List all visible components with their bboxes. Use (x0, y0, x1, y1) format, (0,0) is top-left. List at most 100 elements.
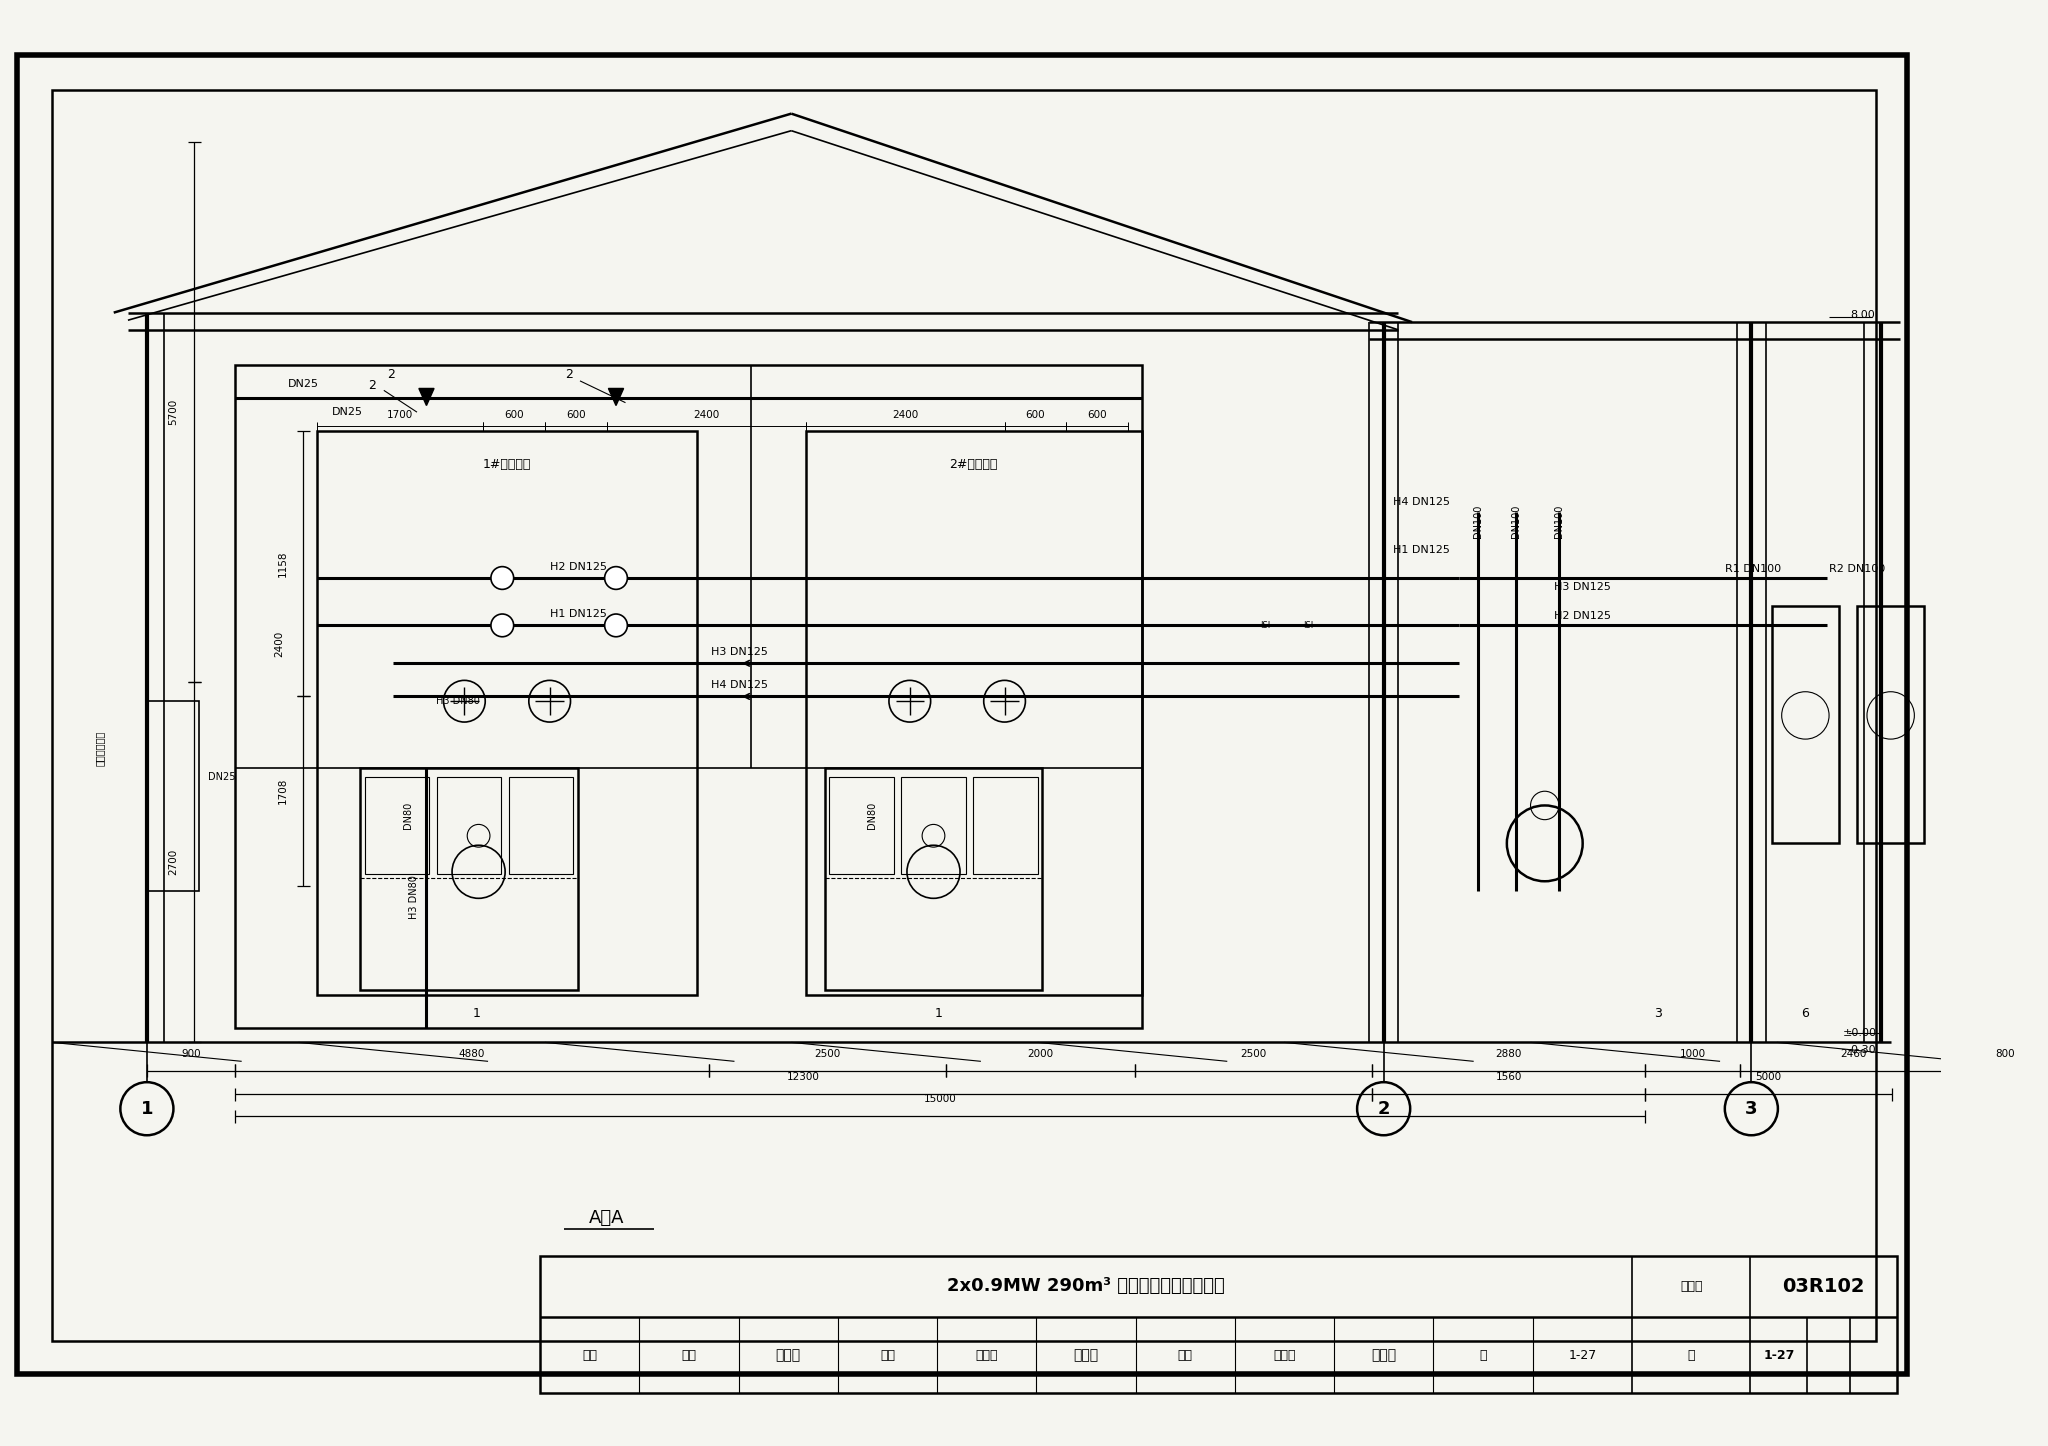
Text: H4 DN125: H4 DN125 (711, 680, 768, 690)
Bar (973, 777, 1038, 873)
Text: 600: 600 (565, 411, 586, 419)
Text: 5700: 5700 (168, 399, 178, 425)
Text: R2 DN100: R2 DN100 (1829, 564, 1886, 574)
Text: 2000: 2000 (1028, 1048, 1053, 1058)
Text: DN100: DN100 (1511, 505, 1522, 538)
Text: 2: 2 (1378, 1100, 1391, 1118)
Bar (825, 768, 1042, 991)
Text: DN25: DN25 (332, 408, 362, 416)
Text: ISI: ISI (1303, 620, 1313, 630)
Text: 2x0.9MW 290m³ 蓄热式电锅炉房剔面图: 2x0.9MW 290m³ 蓄热式电锅炉房剔面图 (946, 1277, 1225, 1296)
Text: 2400: 2400 (274, 632, 285, 658)
Bar (360, 768, 578, 991)
Text: DN25: DN25 (209, 772, 236, 782)
Text: DN100: DN100 (1473, 505, 1483, 538)
Text: H3 DN80: H3 DN80 (436, 696, 479, 706)
Text: H3 DN80: H3 DN80 (410, 875, 420, 920)
Text: 600: 600 (1026, 411, 1044, 419)
Circle shape (492, 615, 514, 636)
Text: 宋和钞: 宋和钞 (776, 1348, 801, 1362)
Text: 1#蓄热水算: 1#蓄热水算 (483, 458, 530, 471)
Text: 2500: 2500 (815, 1048, 840, 1058)
Text: 5000: 5000 (1755, 1073, 1782, 1083)
Text: H1 DN125: H1 DN125 (549, 609, 606, 619)
Bar (541, 1255, 1896, 1392)
Text: 1560: 1560 (1495, 1073, 1522, 1083)
Bar (365, 777, 430, 873)
Text: 赵山山: 赵山山 (1372, 1348, 1397, 1362)
Text: H2 DN125: H2 DN125 (549, 561, 606, 571)
Polygon shape (608, 389, 623, 405)
Text: H1 DN125: H1 DN125 (1393, 545, 1450, 555)
Text: 12300: 12300 (786, 1073, 819, 1083)
Polygon shape (420, 389, 434, 405)
Circle shape (604, 615, 627, 636)
Text: -0.30: -0.30 (1847, 1045, 1876, 1056)
Bar (317, 431, 696, 995)
Text: 1-27: 1-27 (1763, 1349, 1794, 1362)
Text: DN80: DN80 (403, 801, 412, 829)
Bar (1858, 606, 1923, 843)
Text: 2700: 2700 (168, 849, 178, 875)
Text: 1700: 1700 (387, 411, 414, 419)
Text: 2: 2 (565, 367, 573, 380)
Text: 2400: 2400 (692, 411, 719, 419)
Text: 1-27: 1-27 (1569, 1349, 1597, 1362)
Text: 2460: 2460 (1841, 1048, 1868, 1058)
Text: R1 DN100: R1 DN100 (1724, 564, 1782, 574)
Text: 4880: 4880 (459, 1048, 485, 1058)
Text: H2 DN125: H2 DN125 (1554, 610, 1612, 620)
Text: 校对: 校对 (881, 1349, 895, 1362)
Text: 图集号: 图集号 (1679, 1280, 1702, 1293)
Text: 2880: 2880 (1495, 1048, 1522, 1058)
Text: 1708: 1708 (276, 778, 287, 804)
Text: 8.00: 8.00 (1849, 309, 1874, 320)
Text: 2500: 2500 (1241, 1048, 1268, 1058)
Bar (829, 777, 893, 873)
Text: 审核: 审核 (582, 1349, 598, 1362)
Text: H4 DN125: H4 DN125 (1393, 497, 1450, 508)
Text: 页: 页 (1688, 1349, 1696, 1362)
Text: 03R102: 03R102 (1782, 1277, 1866, 1296)
Text: 2: 2 (369, 379, 377, 392)
Text: 郭扬: 郭扬 (682, 1349, 696, 1362)
Circle shape (492, 567, 514, 590)
Text: 2#蓄热水算: 2#蓄热水算 (948, 458, 997, 471)
Text: 徐素荐: 徐素荐 (1073, 1348, 1098, 1362)
Text: H3 DN125: H3 DN125 (711, 646, 768, 656)
Text: DN80: DN80 (866, 801, 877, 829)
Text: 挪锅炉房给水: 挪锅炉房给水 (94, 732, 104, 766)
Text: 600: 600 (1087, 411, 1106, 419)
Text: 页: 页 (1479, 1349, 1487, 1362)
Text: DN25: DN25 (289, 379, 319, 389)
Text: 900: 900 (180, 1048, 201, 1058)
Bar (901, 777, 967, 873)
Text: 郭小珍: 郭小珍 (1274, 1349, 1296, 1362)
Text: H3 DN125: H3 DN125 (1554, 583, 1612, 593)
Text: 1: 1 (473, 1008, 481, 1021)
Text: 1: 1 (141, 1100, 154, 1118)
Bar (1772, 606, 1839, 843)
Text: 1000: 1000 (1679, 1048, 1706, 1058)
Bar (805, 431, 1143, 995)
Text: 600: 600 (504, 411, 524, 419)
Text: 1: 1 (934, 1008, 942, 1021)
Text: ISI: ISI (1260, 620, 1270, 630)
Bar (147, 701, 199, 891)
Circle shape (604, 567, 627, 590)
Text: 2400: 2400 (893, 411, 918, 419)
Text: 6: 6 (1802, 1008, 1808, 1021)
Text: 设计: 设计 (1178, 1349, 1192, 1362)
Text: 3: 3 (1655, 1008, 1663, 1021)
Bar (436, 777, 502, 873)
Bar (508, 777, 573, 873)
Text: 1158: 1158 (276, 551, 287, 577)
Text: DN100: DN100 (1554, 505, 1565, 538)
Text: 朱素荣: 朱素荣 (975, 1349, 997, 1362)
Text: ±0.00: ±0.00 (1843, 1028, 1876, 1038)
Text: 3: 3 (1745, 1100, 1757, 1118)
Text: A－A: A－A (588, 1209, 625, 1226)
Text: 2: 2 (387, 367, 395, 380)
Text: 800: 800 (1995, 1048, 2015, 1058)
Text: 15000: 15000 (924, 1095, 956, 1105)
